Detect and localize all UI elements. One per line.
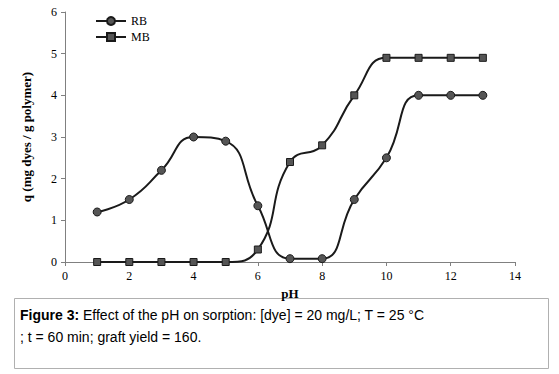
svg-text:RB: RB [131, 14, 147, 28]
svg-text:10: 10 [380, 269, 392, 283]
svg-text:4: 4 [191, 269, 197, 283]
svg-text:12: 12 [445, 269, 457, 283]
svg-text:2: 2 [51, 172, 57, 186]
svg-text:5: 5 [51, 47, 57, 61]
svg-text:6: 6 [51, 5, 57, 19]
svg-text:1: 1 [51, 213, 57, 227]
svg-text:Effect of the pH on sorption:: Effect of the pH on sorption: [dye] = 20… [79, 307, 424, 323]
svg-text:q (mg dyes / g polymer): q (mg dyes / g polymer) [19, 72, 34, 202]
svg-text:; t = 60 min; graft yield = 16: ; t = 60 min; graft yield = 160. [20, 329, 201, 345]
svg-text:4: 4 [51, 88, 57, 102]
svg-text:0: 0 [62, 269, 68, 283]
svg-text:Figure 3:: Figure 3: [20, 307, 79, 323]
svg-text:8: 8 [319, 269, 325, 283]
svg-text:MB: MB [131, 30, 150, 44]
svg-text:0: 0 [51, 255, 57, 269]
svg-text:6: 6 [255, 269, 261, 283]
svg-text:3: 3 [51, 130, 57, 144]
svg-text:2: 2 [126, 269, 132, 283]
svg-text:14: 14 [509, 269, 521, 283]
svg-text:pH: pH [281, 286, 298, 301]
